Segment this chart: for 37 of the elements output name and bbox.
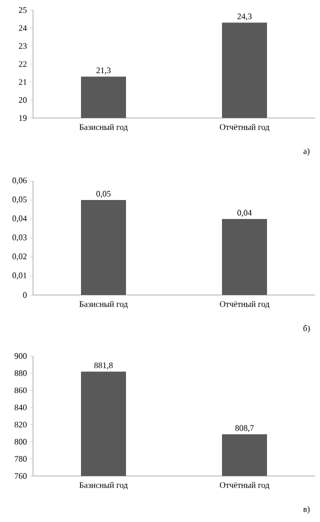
y-tick-label: 0 xyxy=(23,292,27,298)
data-label: 808,7 xyxy=(235,425,254,432)
y-tick-label: 760 xyxy=(14,473,27,479)
y-tick-label: 0,05 xyxy=(12,196,27,204)
y-tick-label: 0,04 xyxy=(12,216,27,222)
data-label: 0,04 xyxy=(237,210,252,217)
y-tick-label: 900 xyxy=(14,353,27,359)
y-tick-label: 25 xyxy=(18,7,27,13)
y-tick-label: 0,06 xyxy=(12,178,27,184)
y-tick-label: 0,03 xyxy=(12,234,27,242)
x-tick-label: Базисный год xyxy=(79,301,128,308)
y-tick-label: 880 xyxy=(14,370,27,376)
y-tick-label: 840 xyxy=(14,404,27,410)
y-tick-label: 860 xyxy=(14,387,27,394)
y-tick-label: 21 xyxy=(18,79,26,85)
y-tick-label: 24 xyxy=(18,25,27,31)
y-tick-label: 800 xyxy=(14,438,27,445)
x-tick-label: Отчётный год xyxy=(220,482,270,490)
x-tick-label: Базисный год xyxy=(79,482,128,490)
y-tick-label: 22 xyxy=(18,61,27,67)
text: б) xyxy=(303,325,310,333)
text: в) xyxy=(303,506,310,514)
text: а) xyxy=(304,148,310,156)
data-label: 0,05 xyxy=(96,190,111,198)
y-tick-label: 0,01 xyxy=(12,272,26,280)
y-tick-label: 19 xyxy=(19,115,27,121)
y-tick-label: 20 xyxy=(18,97,27,103)
x-tick-label: Отчётный год xyxy=(220,301,270,308)
data-label: 881,8 xyxy=(94,362,113,370)
x-tick-label: Базисный год xyxy=(79,124,128,132)
x-tick-label: Отчётный год xyxy=(220,124,270,132)
data-label: 21,3 xyxy=(96,67,111,74)
data-label: 24,3 xyxy=(237,13,252,20)
y-tick-label: 0,02 xyxy=(12,254,27,260)
y-tick-label: 780 xyxy=(14,456,27,462)
y-tick-label: 23 xyxy=(18,43,27,49)
y-tick-label: 820 xyxy=(14,422,27,428)
